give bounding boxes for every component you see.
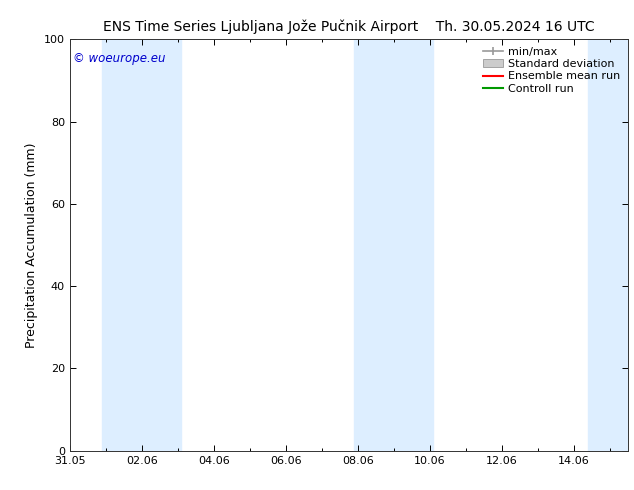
Bar xyxy=(354,39,433,451)
Text: © woeurope.eu: © woeurope.eu xyxy=(72,51,165,65)
Legend: min/max, Standard deviation, Ensemble mean run, Controll run: min/max, Standard deviation, Ensemble me… xyxy=(481,45,622,96)
Y-axis label: Precipitation Accumulation (mm): Precipitation Accumulation (mm) xyxy=(25,142,38,348)
Bar xyxy=(588,39,628,451)
Bar xyxy=(102,39,181,451)
Title: ENS Time Series Ljubljana Jože Pučnik Airport    Th. 30.05.2024 16 UTC: ENS Time Series Ljubljana Jože Pučnik Ai… xyxy=(103,20,595,34)
